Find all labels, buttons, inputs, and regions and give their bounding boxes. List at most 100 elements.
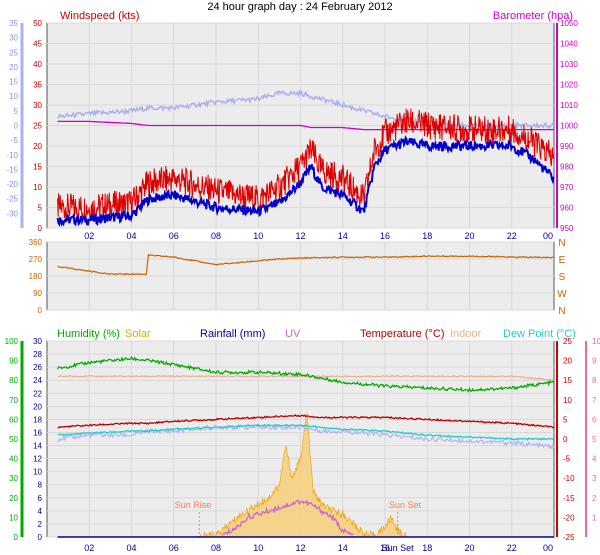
time-tick-label: 16 — [380, 543, 390, 553]
windspeed-tick-label: 25 — [33, 122, 42, 131]
windspeed-tick-label: 0 — [38, 224, 43, 233]
time-tick-label: 18 — [422, 543, 432, 553]
humidity-tick-label: 30 — [9, 474, 18, 483]
compass-tick-label: N — [558, 306, 565, 317]
legend-solar: Solar — [125, 328, 151, 340]
time-tick-label: 12 — [295, 543, 305, 553]
barometer-tick-label: 1040 — [560, 40, 578, 49]
windspeed-tick-label: 50 — [33, 19, 42, 28]
temperature-tick-label: 0 — [563, 435, 568, 444]
humidity-tick-label: 90 — [9, 357, 18, 366]
temperature-tick-label: 20 — [563, 357, 572, 366]
outer-left-tick-label: 35 — [9, 19, 18, 28]
barometer-tick-label: 950 — [560, 224, 574, 233]
direction-tick-label: 0 — [38, 306, 43, 315]
outer-left-tick-label: 30 — [9, 34, 18, 43]
humidity-line — [57, 355, 555, 393]
outer-left-tick-label: -5 — [11, 136, 19, 145]
outer-left-tick-label: 0 — [14, 122, 19, 131]
uv-tick-label: 4 — [592, 455, 597, 464]
temperature-tick-label: 25 — [563, 337, 572, 346]
rainfall-tick-label: 30 — [33, 337, 42, 346]
wind-direction-line — [57, 253, 555, 276]
uv-tick-label: 7 — [592, 396, 597, 405]
humidity-tick-label: 20 — [9, 494, 18, 503]
rainfall-tick-label: 18 — [33, 415, 42, 424]
barometer-tick-label: 970 — [560, 183, 574, 192]
time-tick-label: 10 — [253, 543, 263, 553]
legend-uv: UV — [285, 328, 301, 340]
temperature-tick-label: -20 — [563, 513, 575, 522]
temperature-tick-label: 15 — [563, 376, 572, 385]
uv-tick-label: 9 — [592, 357, 597, 366]
sun-set-tick-label: Sun Set — [382, 543, 415, 553]
direction-tick-label: 180 — [29, 272, 43, 281]
humidity-tick-label: 60 — [9, 415, 18, 424]
rainfall-tick-label: 8 — [38, 481, 43, 490]
time-tick-label: 14 — [338, 231, 348, 241]
humidity-tick-label: 10 — [9, 513, 18, 522]
uv-line — [221, 499, 354, 536]
outer-left-tick-label: -20 — [6, 180, 18, 189]
outer-left-tick-label: 15 — [9, 78, 18, 87]
outer-left-tick-label: -15 — [6, 165, 18, 174]
rainfall-tick-label: 10 — [33, 468, 42, 477]
time-tick-label: 20 — [464, 231, 474, 241]
windspeed-tick-label: 45 — [33, 40, 42, 49]
time-tick-label: 08 — [211, 231, 221, 241]
outer-left-tick-label: -10 — [6, 151, 18, 160]
windspeed-tick-label: 20 — [33, 142, 42, 151]
barometer-tick-label: 1030 — [560, 60, 578, 69]
compass-tick-label: W — [557, 289, 567, 300]
windspeed-tick-label: 5 — [38, 204, 43, 213]
rainfall-tick-label: 2 — [38, 520, 43, 529]
barometer-tick-label: 1010 — [560, 101, 578, 110]
dew-point-line — [57, 423, 555, 441]
uv-tick-label: 1 — [592, 513, 597, 522]
time-tick-label: 06 — [169, 231, 179, 241]
sun-rise-label: Sun Rise — [175, 500, 212, 510]
compass-tick-label: S — [559, 272, 566, 283]
uv-tick-label: 3 — [592, 474, 597, 483]
time-tick-label: 00 — [543, 543, 553, 553]
sun-set-label: Sun Set — [389, 500, 422, 510]
temperature-tick-label: -25 — [563, 533, 575, 542]
legend-rainfall: Rainfall (mm) — [200, 328, 265, 340]
barometer-axis-label: Barometer (hpa) — [493, 10, 573, 22]
direction-tick-label: 270 — [29, 255, 43, 264]
windspeed-tick-label: 30 — [33, 101, 42, 110]
rainfall-tick-label: 0 — [38, 533, 43, 542]
legend-humidity: Humidity (%) — [57, 328, 120, 340]
rainfall-tick-label: 12 — [33, 455, 42, 464]
direction-tick-label: 360 — [29, 238, 43, 247]
windspeed-tick-label: 40 — [33, 60, 42, 69]
humidity-tick-label: 0 — [14, 533, 19, 542]
barometer-tick-label: 980 — [560, 163, 574, 172]
temperature-tick-label: -15 — [563, 494, 575, 503]
time-tick-label: 20 — [464, 543, 474, 553]
outer-left-tick-label: -25 — [6, 195, 18, 204]
time-tick-label: 16 — [380, 231, 390, 241]
temperature-tick-label: -5 — [563, 455, 571, 464]
time-tick-label: 02 — [84, 231, 94, 241]
outer-left-tick-label: 25 — [9, 48, 18, 57]
time-tick-label: 04 — [126, 543, 136, 553]
rainfall-tick-label: 14 — [33, 442, 42, 451]
windspeed-tick-label: 15 — [33, 163, 42, 172]
time-tick-label: 02 — [84, 543, 94, 553]
compass-tick-label: N — [558, 238, 565, 249]
legend-temperature: Temperature (°C) — [360, 328, 444, 340]
temperature-tick-label: -10 — [563, 474, 575, 483]
windspeed-average-line — [56, 135, 555, 228]
temperature-line — [57, 414, 555, 429]
apparent-temperature-line — [57, 88, 555, 131]
barometer-tick-label: 960 — [560, 204, 574, 213]
apparent-temperature-line — [57, 423, 555, 450]
humidity-tick-label: 50 — [9, 435, 18, 444]
barometer-tick-label: 1050 — [560, 19, 578, 28]
time-tick-label: 04 — [126, 231, 136, 241]
time-tick-label: 00 — [543, 231, 553, 241]
rainfall-tick-label: 28 — [33, 350, 42, 359]
humidity-tick-label: 40 — [9, 455, 18, 464]
